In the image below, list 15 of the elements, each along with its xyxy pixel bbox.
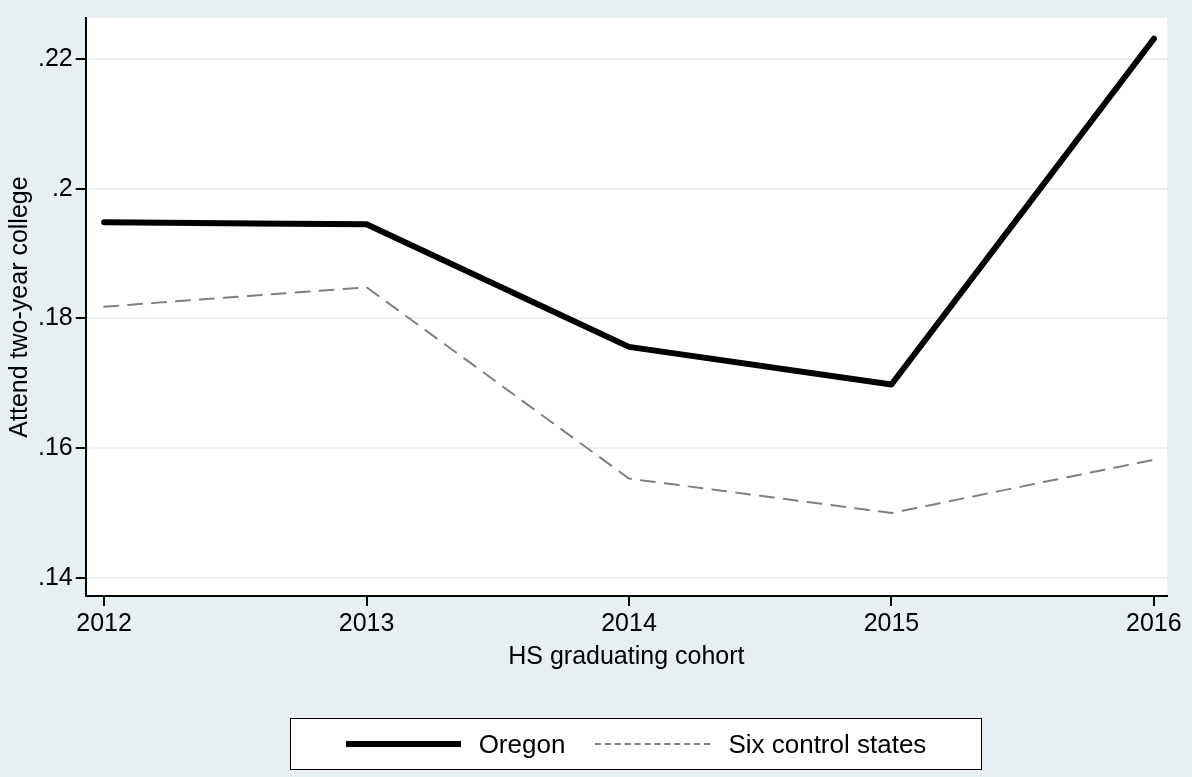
x-tick-label: 2012 [76,607,132,636]
x-axis-title: HS graduating cohort [508,640,745,669]
legend-label: Oregon [478,728,566,760]
y-axis-title: Attend two-year college [3,176,32,438]
x-tick-label: 2015 [863,607,920,636]
legend-label: Six control states [728,728,927,760]
y-tick-label: .2 [51,172,73,201]
x-tick-label: 2013 [338,607,395,636]
y-tick-label: .16 [37,431,73,460]
y-tick-label: .14 [37,561,73,590]
x-tick-label: 2014 [601,607,657,636]
line-series [103,286,1155,514]
x-tick-label: 2016 [1126,607,1182,636]
y-tick-label: .18 [37,302,73,331]
y-tick-label: .22 [37,42,73,71]
